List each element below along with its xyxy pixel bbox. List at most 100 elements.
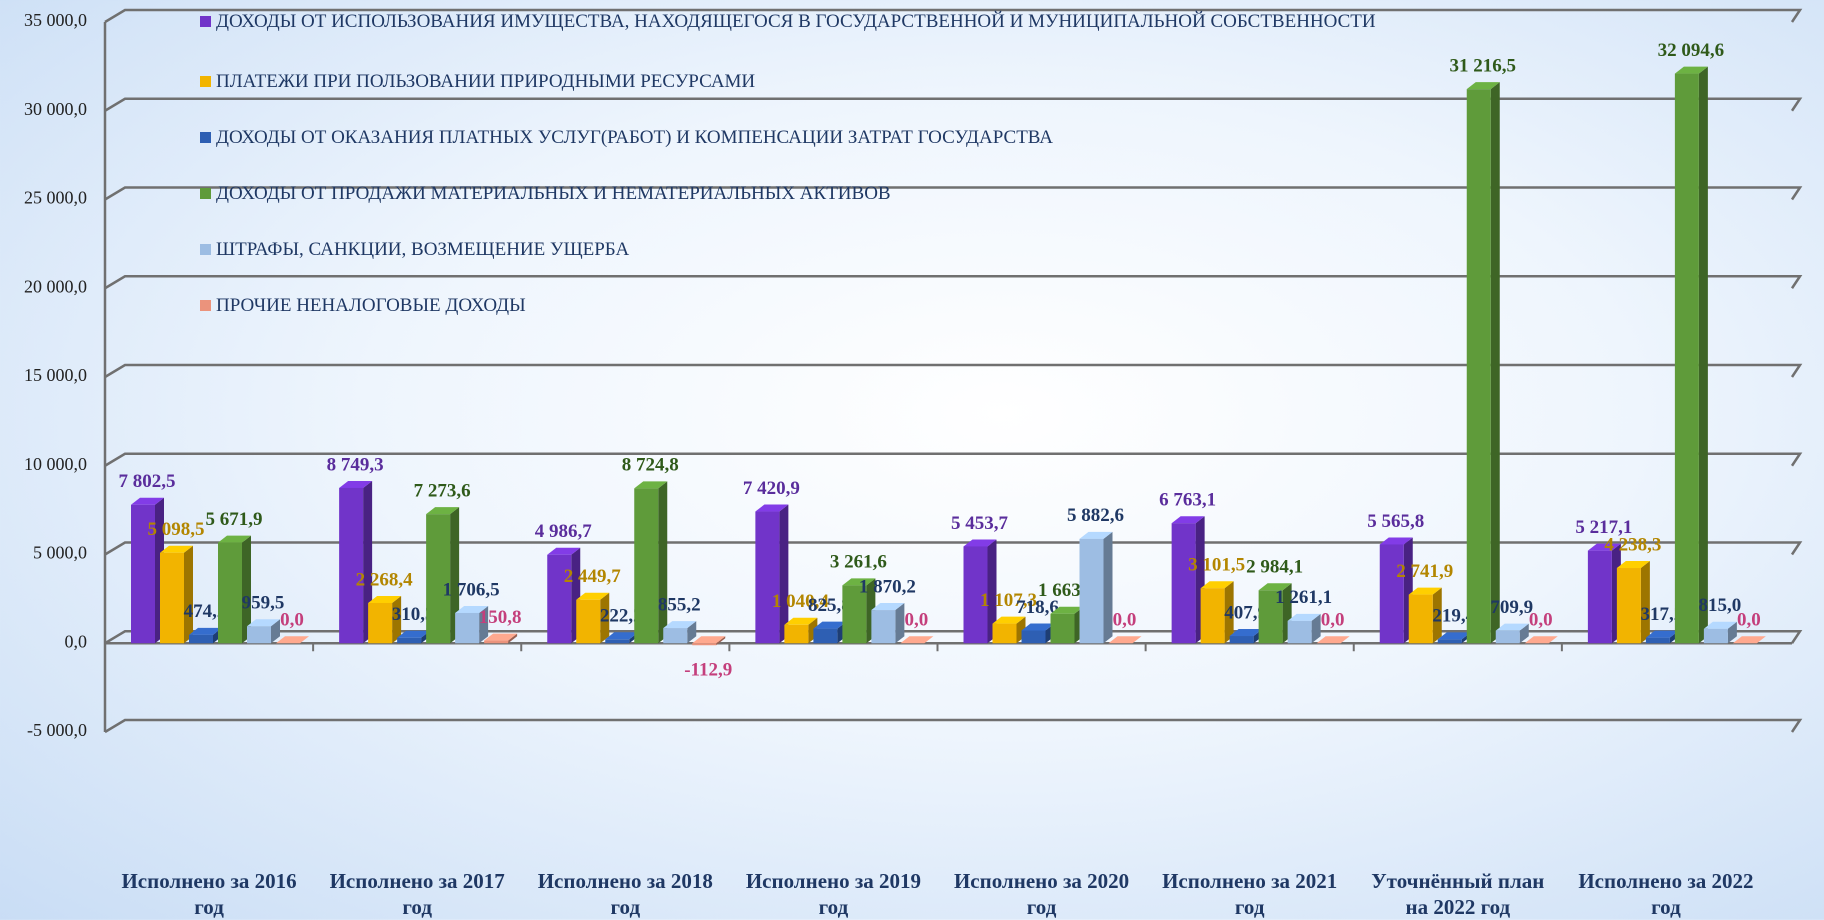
data-label: 7 420,9 bbox=[743, 478, 800, 499]
bar bbox=[1645, 637, 1670, 644]
bar-top bbox=[1587, 543, 1621, 551]
bar-side bbox=[600, 592, 610, 644]
bar bbox=[1050, 613, 1075, 644]
bar-top bbox=[131, 497, 164, 505]
x-tick-label: Исполнено за 2017 год bbox=[329, 869, 505, 919]
data-label: 317,2 bbox=[1641, 604, 1684, 625]
data-label: 0,0 bbox=[1321, 610, 1345, 631]
bar-top bbox=[160, 545, 193, 553]
grid-line bbox=[104, 541, 1803, 556]
bar-side bbox=[1490, 82, 1500, 644]
bar-top bbox=[1200, 581, 1234, 589]
data-label: 709,9 bbox=[1490, 597, 1533, 618]
bar-side bbox=[1519, 623, 1529, 644]
bar bbox=[339, 487, 364, 644]
data-label: 6 763,1 bbox=[1159, 490, 1216, 511]
data-label: 718,6 bbox=[1016, 597, 1059, 618]
legend-swatch bbox=[200, 76, 211, 87]
bar bbox=[1287, 620, 1312, 644]
bar-top bbox=[871, 603, 905, 611]
bar-top bbox=[339, 480, 373, 488]
legend-item: ДОХОДЫ ОТ ПРОДАЖИ МАТЕРИАЛЬНЫХ И НЕМАТЕР… bbox=[200, 181, 1386, 206]
x-tick-label: Исполнено за 2018 год bbox=[537, 869, 713, 919]
y-tick-label: 35 000,0 bbox=[24, 10, 87, 30]
grid-line bbox=[104, 275, 1803, 290]
legend-item: ШТРАФЫ, САНКЦИИ, ВОЗМЕЩЕНИЕ УЩЕРБА bbox=[200, 237, 1386, 262]
bar-side bbox=[479, 605, 489, 644]
data-label: 3 101,5 bbox=[1188, 555, 1245, 576]
data-label: 219,4 bbox=[1432, 606, 1475, 627]
data-label: 474,2 bbox=[184, 601, 227, 622]
bar-side bbox=[779, 504, 789, 644]
bar-top bbox=[189, 627, 222, 635]
y-tick-label: 30 000,0 bbox=[24, 99, 87, 119]
bar bbox=[426, 514, 451, 644]
bar bbox=[1674, 73, 1699, 644]
bar bbox=[1379, 544, 1404, 644]
data-label: 222,2 bbox=[600, 606, 643, 627]
y-tick-label: 25 000,0 bbox=[24, 188, 87, 208]
data-label: 2 741,9 bbox=[1396, 561, 1453, 582]
bar-top bbox=[963, 539, 997, 547]
bar-top bbox=[397, 630, 431, 638]
bar bbox=[1258, 590, 1283, 644]
bar-top bbox=[663, 621, 697, 629]
data-label: 5 671,9 bbox=[206, 509, 263, 530]
data-label: 959,5 bbox=[242, 593, 285, 614]
bar-top bbox=[1229, 629, 1263, 637]
legend-swatch bbox=[200, 132, 211, 143]
bar bbox=[189, 634, 213, 644]
bar bbox=[605, 639, 630, 644]
bar-side bbox=[242, 535, 251, 644]
bar-top bbox=[1316, 636, 1350, 644]
data-label: 825,8 bbox=[808, 595, 851, 616]
bar bbox=[842, 585, 867, 644]
y-tick-label: 10 000,0 bbox=[24, 454, 87, 474]
bar-top bbox=[784, 617, 818, 625]
data-label: 0,0 bbox=[1113, 610, 1137, 631]
data-label: 815,0 bbox=[1699, 595, 1742, 616]
bar-top bbox=[455, 605, 489, 613]
bar-top bbox=[1466, 82, 1500, 90]
data-label: 0,0 bbox=[1737, 610, 1761, 631]
grid-line bbox=[104, 363, 1803, 379]
bar-side bbox=[687, 621, 697, 644]
bar-side bbox=[1698, 66, 1708, 644]
data-label: 855,2 bbox=[658, 594, 701, 615]
bar bbox=[992, 623, 1017, 644]
bar-top bbox=[1021, 623, 1055, 631]
bar bbox=[692, 643, 717, 646]
data-label: 3 261,6 bbox=[830, 552, 887, 573]
bar-top bbox=[1437, 632, 1471, 640]
data-label: 1 261,1 bbox=[1275, 587, 1332, 608]
bar bbox=[368, 602, 393, 644]
bar-side bbox=[450, 507, 460, 644]
bar-top bbox=[1703, 621, 1737, 629]
bar-top bbox=[1645, 630, 1679, 638]
bar-top bbox=[1108, 636, 1142, 644]
data-label: 1 040,4 bbox=[772, 591, 830, 612]
bar-side bbox=[987, 539, 997, 644]
bar-top bbox=[1495, 623, 1529, 631]
bar bbox=[547, 554, 572, 644]
bar bbox=[1437, 639, 1462, 644]
bar bbox=[131, 504, 155, 644]
bar-top bbox=[276, 636, 309, 644]
bar bbox=[1495, 630, 1520, 644]
data-label: 0,0 bbox=[1529, 610, 1553, 631]
bar-top bbox=[1524, 636, 1558, 644]
data-label: 0,0 bbox=[905, 610, 929, 631]
bar-top bbox=[692, 636, 726, 644]
data-label: 2 449,7 bbox=[564, 566, 622, 587]
bar-top bbox=[1379, 537, 1413, 545]
data-label: 407,9 bbox=[1224, 602, 1267, 623]
data-label: 8 749,3 bbox=[327, 454, 384, 475]
data-label: 5 098,5 bbox=[148, 519, 205, 540]
bar bbox=[634, 488, 659, 644]
bar bbox=[218, 542, 242, 644]
x-tick-label: Исполнено за 2022 год bbox=[1578, 869, 1754, 919]
data-label: 32 094,6 bbox=[1658, 40, 1725, 61]
bar-top bbox=[900, 636, 934, 644]
legend-label: ДОХОДЫ ОТ ОКАЗАНИЯ ПЛАТНЫХ УСЛУГ(РАБОТ) … bbox=[216, 127, 1053, 148]
